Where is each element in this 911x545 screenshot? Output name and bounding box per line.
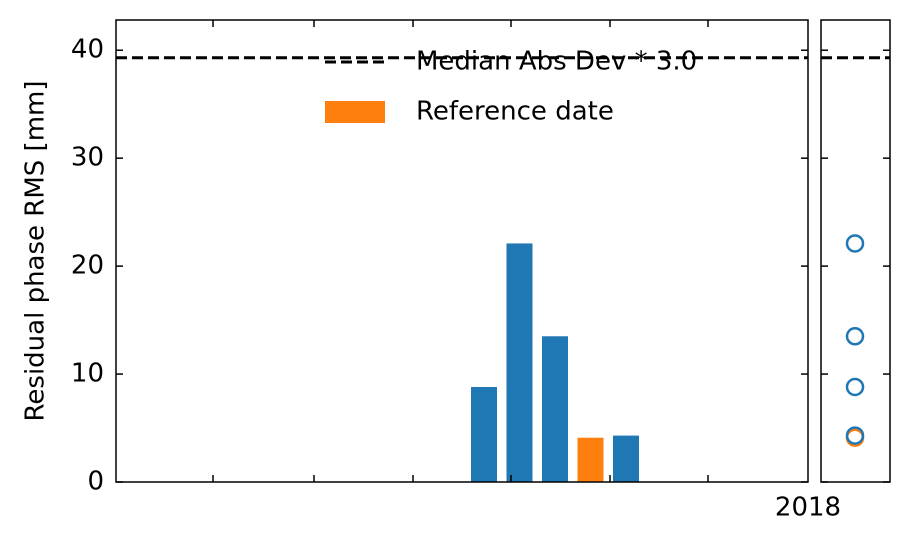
legend-label: Median Abs Dev * 3.0 (416, 47, 697, 77)
legend-swatch (325, 101, 385, 123)
point (845, 426, 865, 445)
y-tick-label: 10 (71, 359, 104, 389)
y-tick-label: 40 (71, 35, 104, 65)
bar (471, 387, 497, 482)
plot-frame (820, 19, 891, 483)
x-tick-label: 2018 (775, 493, 841, 523)
point (845, 327, 865, 346)
y-tick-label: 20 (71, 251, 104, 281)
y-tick-label: 0 (87, 467, 104, 497)
legend-label: Reference date (416, 97, 614, 127)
point (845, 377, 865, 397)
bar (542, 336, 568, 482)
bar (613, 435, 639, 482)
bar (506, 243, 533, 482)
point (845, 234, 865, 253)
y-tick-label: 30 (71, 143, 104, 173)
plot-frame (115, 19, 809, 483)
y-axis-label: Residual phase RMS [mm] (21, 81, 51, 422)
bar (577, 437, 604, 482)
